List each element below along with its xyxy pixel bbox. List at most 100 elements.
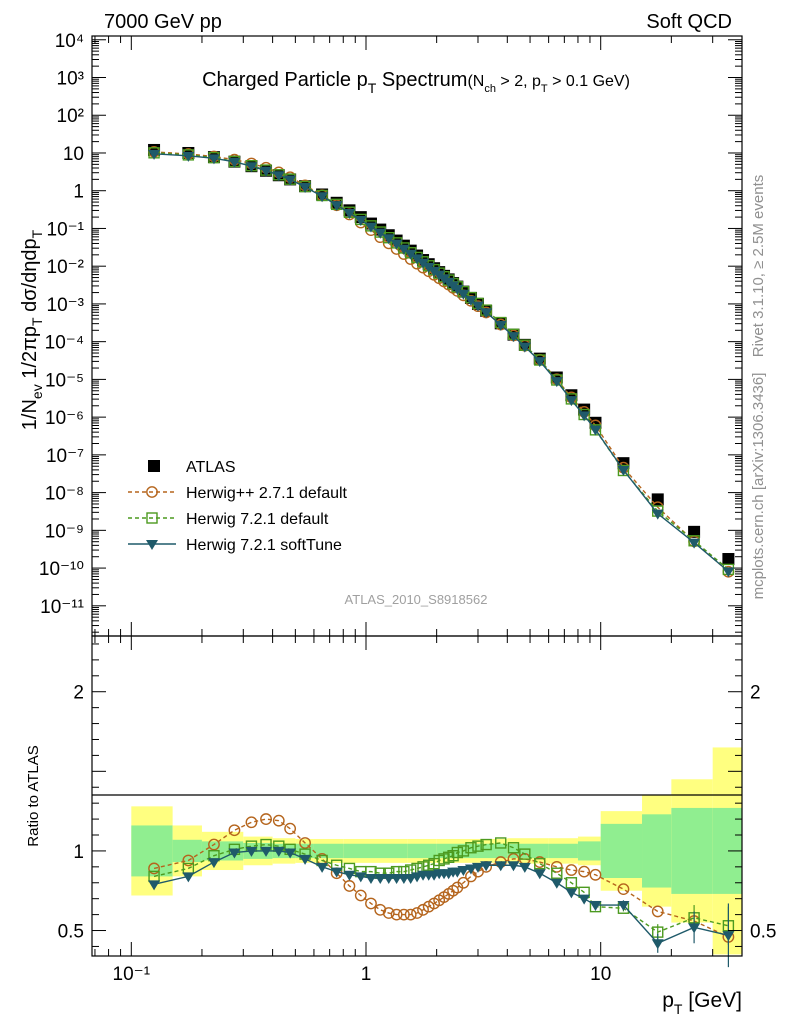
uncertainty-band-inner [577, 841, 601, 861]
softtune-main-point [589, 425, 602, 436]
legend-marker-softtune [146, 540, 158, 550]
uncertainty-band-inner [548, 843, 578, 859]
softtune-ratio-point [354, 872, 367, 883]
herwigpp-ratio-point [565, 864, 578, 876]
main-y-tick-label: 10⁻⁵ [45, 370, 84, 391]
legend-label-herwig721: Herwig 7.2.1 default [186, 511, 329, 528]
softtune-ratio-point [148, 880, 161, 891]
softtune-main-point [284, 175, 297, 186]
softtune-ratio-point [533, 869, 546, 880]
main-plot-area [92, 36, 742, 636]
herwigpp-ratio-line [153, 818, 729, 938]
atlas-data-point [688, 525, 701, 538]
legend: ATLAS Herwig++ 2.7.1 default Herwig 7.2.1 … [128, 459, 348, 554]
herwigpp-ratio-point [354, 889, 367, 902]
softtune-ratio-point [518, 862, 531, 873]
softtune-main-point [451, 284, 464, 295]
softtune-main-point [471, 301, 484, 312]
herwigpp-ratio-point [260, 813, 272, 825]
softtune-ratio-point [471, 862, 484, 873]
softtune-ratio-point [207, 858, 220, 869]
herwigpp-ratio-point [148, 862, 160, 875]
softtune-main-point [364, 222, 377, 233]
ratio-y-tick-label-right: 2 [750, 683, 761, 704]
herwigpp-ratio-point [284, 822, 297, 835]
main-y-tick-label: 1 [73, 182, 84, 203]
uncertainty-band-inner [172, 839, 202, 863]
softtune-main-point [578, 411, 591, 422]
softtune-ratio-point [284, 848, 297, 859]
ratio-y-tick-label: 0.5 [58, 922, 84, 943]
main-y-tick-label: 10 [63, 144, 84, 165]
softtune-ratio-point [480, 861, 493, 872]
uncertainty-band-inner [507, 843, 549, 859]
softtune-ratio-point [382, 873, 395, 884]
herwigpp-ratio-point [365, 897, 377, 910]
main-y-tick-label: 10⁴ [55, 31, 84, 52]
softtune-main-point [404, 249, 417, 260]
x-tick-label: 10 [590, 964, 611, 985]
x-tick-label: 10⁻¹ [113, 964, 151, 985]
uncertainty-band-inner [343, 843, 367, 859]
softtune-ratio-point [578, 894, 591, 905]
softtune-ratio-point [272, 846, 285, 857]
herwig721-ratio-point [465, 842, 477, 854]
uncertainty-band-inner [366, 843, 408, 859]
herwig721-ratio-point [534, 857, 546, 870]
mcplots-label: mcplots.cern.ch [arXiv:1306.3436] [750, 373, 767, 600]
legend-label-softtune: Herwig 7.2.1 softTune [186, 537, 342, 554]
herwigpp-ratio-point [272, 814, 285, 827]
softtune-ratio-point [343, 870, 356, 881]
softtune-ratio-point [364, 873, 377, 884]
herwig721-ratio-point [480, 838, 492, 851]
ratio-y-tick-label-right: 0.5 [750, 922, 776, 943]
herwigpp-ratio-point [578, 865, 591, 878]
softtune-main-point [494, 320, 507, 331]
main-y-tick-label: 10⁻⁸ [45, 484, 84, 505]
softtune-ratio-point [494, 861, 507, 872]
header-right: Soft QCD [646, 11, 732, 33]
main-y-tick-label: 10⁻¹⁰ [39, 559, 84, 580]
main-y-tick-label: 10⁻³ [47, 295, 85, 316]
header-left: 7000 GeV pp [104, 11, 222, 33]
herwigpp-ratio-point [411, 907, 423, 919]
legend-marker-herwigpp [146, 486, 158, 498]
softtune-main-point [533, 357, 546, 368]
ratio-frame [91, 635, 743, 957]
softtune-main-point [330, 201, 343, 212]
softtune-ratio-point [550, 878, 563, 889]
softtune-ratio-point [457, 866, 470, 877]
softtune-ratio-point [589, 901, 602, 912]
uncertainty-band-inner [671, 807, 713, 894]
softtune-main-point [411, 254, 424, 265]
softtune-main-point [343, 209, 356, 220]
herwigpp-ratio-point [397, 908, 410, 921]
herwig721-ratio-line [153, 842, 729, 933]
softtune-ratio-point [688, 923, 701, 934]
softtune-main-point [507, 332, 520, 343]
herwigpp-ratio-point [182, 854, 195, 867]
herwig721-ratio-point [551, 867, 563, 879]
herwigpp-ratio-point [617, 883, 630, 896]
softtune-main-point [417, 258, 430, 269]
softtune-ratio-point [374, 873, 387, 884]
softtune-ratio-point [245, 846, 258, 857]
herwig721-ratio-point [472, 840, 484, 852]
softtune-ratio-point [722, 931, 735, 942]
analysis-watermark: ATLAS_2010_S8918562 [345, 592, 488, 607]
main-y-tick-label: 10⁻¹ [47, 219, 85, 240]
herwig721-ratio-point [565, 877, 578, 889]
main-y-tick-label: 10⁻⁷ [46, 446, 84, 467]
softtune-main-point [464, 295, 477, 306]
ratio-y-tick-label: 1 [73, 842, 84, 863]
softtune-main-point [148, 149, 161, 160]
softtune-ratio-point [182, 872, 195, 883]
herwigpp-ratio-point [299, 837, 311, 849]
main-panel: Charged Particle pT Spectrum(Nch > 2, pT… [39, 31, 743, 637]
herwig721-ratio-point [495, 837, 507, 849]
legend-label-atlas: ATLAS [186, 459, 236, 476]
herwigpp-ratio-point [651, 905, 664, 918]
softtune-main-point [518, 342, 531, 353]
softtune-main-point [354, 215, 367, 226]
herwigpp-ratio-point [417, 903, 429, 916]
